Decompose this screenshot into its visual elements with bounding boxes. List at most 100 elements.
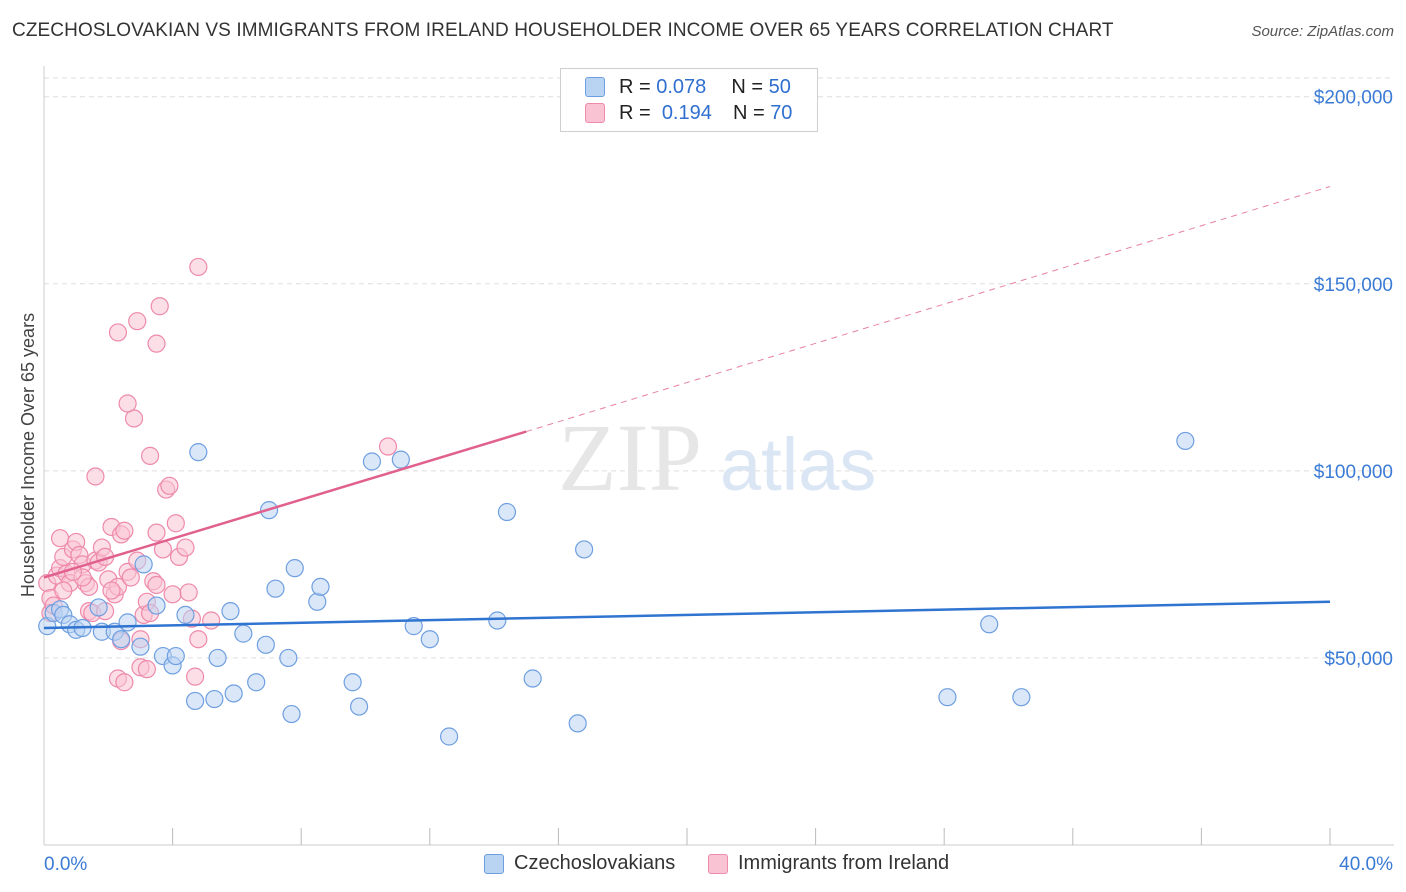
bottom-legend-label-ireland: Immigrants from Ireland [738, 852, 950, 874]
czech-point [349, 697, 369, 716]
axes [43, 66, 1394, 846]
czech-point [420, 630, 439, 649]
czech-point [166, 646, 185, 666]
legend-r-label: R = [619, 75, 651, 98]
czech-point [308, 592, 327, 611]
czech-point [362, 452, 382, 471]
czech-trend-line [43, 600, 1331, 630]
ireland-trend-line [43, 430, 527, 579]
legend-n-label: N = [731, 75, 764, 98]
ireland-point [54, 581, 73, 600]
czech-point [224, 684, 243, 703]
czech-point [575, 540, 594, 559]
czech-point [134, 555, 153, 574]
czech-point [285, 559, 304, 578]
czech-point [186, 691, 205, 711]
bottom-legend-swatch-blue [484, 853, 504, 874]
czech-point [568, 714, 587, 733]
ireland-point [140, 446, 160, 465]
legend-swatch-pink [585, 103, 605, 123]
legend-row-czech: R = 0.078 N = 50 [585, 75, 791, 99]
czech-point [147, 596, 166, 615]
bottom-legend-label-czech: Czechoslovakians [514, 852, 676, 874]
czech-point [404, 617, 423, 636]
czech-point [247, 673, 266, 692]
czech-point [176, 605, 195, 625]
czech-point [1176, 431, 1195, 451]
x-tick-label: 40.0% [1339, 854, 1393, 875]
czech-point [311, 577, 330, 596]
czech-point [208, 648, 227, 668]
x-tick-label: 0.0% [44, 854, 87, 875]
czech-point [256, 635, 275, 654]
watermark: ZIP atlas [558, 404, 876, 511]
watermark-atlas: atlas [720, 423, 876, 506]
ireland-point [150, 297, 169, 316]
czech-point [343, 673, 362, 692]
ireland-point [160, 476, 179, 495]
legend-swatch-blue [585, 77, 605, 97]
ireland-point [179, 583, 198, 602]
ireland-point [202, 611, 221, 630]
ireland-point [118, 394, 137, 413]
ireland-trend-extension [526, 186, 1331, 433]
ireland-point [115, 673, 134, 692]
ireland-points [38, 257, 398, 692]
y-tick-label: $150,000 [1314, 275, 1393, 296]
x-tick-labels: 0.0% 40.0% [44, 854, 1393, 875]
legend-r-value-ireland: 0.194 [661, 101, 712, 124]
ireland-point [186, 667, 205, 686]
y-tick-label: $50,000 [1324, 649, 1393, 670]
czech-point [189, 443, 208, 462]
czech-point [523, 669, 542, 688]
czech-point [488, 611, 507, 630]
y-tick-labels: $50,000 $100,000 $150,000 $200,000 [1314, 88, 1393, 670]
ireland-point [121, 568, 140, 587]
trend-lines [43, 186, 1331, 630]
legend-n-value-ireland: 70 [770, 101, 793, 124]
ireland-point [128, 312, 147, 331]
ireland-point [108, 323, 128, 342]
y-tick-label: $200,000 [1314, 88, 1393, 109]
czech-point [234, 624, 253, 643]
czech-point [266, 579, 285, 598]
czech-point [279, 648, 298, 668]
legend-n-value-czech: 50 [768, 75, 791, 98]
legend-r-value-czech: 0.078 [656, 75, 707, 98]
ireland-point [137, 660, 156, 679]
bottom-legend-ireland: Immigrants from Ireland [708, 852, 949, 875]
czech-point [980, 615, 999, 634]
ireland-point [166, 514, 185, 533]
bottom-legend-swatch-pink [708, 853, 728, 874]
czech-point [439, 727, 459, 746]
legend-n-label: N = [732, 101, 765, 124]
czech-point [497, 502, 517, 522]
czech-point [131, 637, 150, 656]
ireland-point [147, 523, 166, 542]
ireland-point [176, 538, 195, 557]
ireland-point [147, 575, 166, 595]
source-label: Source: ZipAtlas.com [1251, 23, 1394, 40]
czech-point [205, 689, 224, 709]
legend-r-label: R = [619, 101, 651, 124]
watermark-zip: ZIP [558, 404, 702, 511]
czech-point [938, 688, 957, 707]
czech-point [1012, 688, 1031, 707]
czech-point [391, 450, 410, 469]
czech-points [38, 431, 1195, 746]
czech-point [282, 704, 301, 724]
ireland-point [86, 467, 105, 486]
ireland-point [189, 257, 208, 277]
czech-point [118, 613, 137, 632]
ireland-point [102, 581, 121, 600]
chart-title: CZECHOSLOVAKIAN VS IMMIGRANTS FROM IRELA… [12, 20, 1114, 41]
ireland-point [115, 521, 134, 540]
czech-point [112, 630, 131, 649]
y-tick-label: $100,000 [1314, 462, 1393, 483]
ireland-point [124, 409, 144, 428]
grid-lines [44, 77, 1394, 659]
y-axis-label: Householder Income Over 65 years [18, 313, 38, 597]
czech-point [221, 602, 240, 621]
ireland-point [163, 585, 182, 604]
